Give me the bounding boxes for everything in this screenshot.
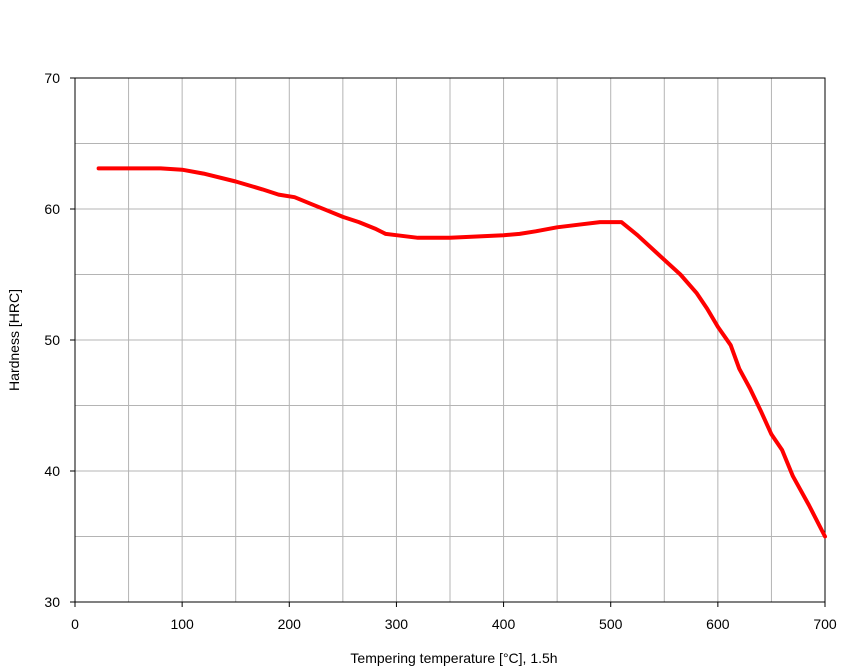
- x-tick-label: 400: [492, 616, 516, 632]
- x-tick-label: 500: [599, 616, 623, 632]
- x-tick-label: 200: [278, 616, 302, 632]
- grid-lines: [75, 78, 825, 602]
- x-tick-label: 700: [813, 616, 837, 632]
- y-tick-labels: 30 40 50 60 70: [44, 70, 60, 610]
- y-axis-title: Hardness [HRC]: [6, 289, 22, 391]
- x-tick-label: 0: [71, 616, 79, 632]
- x-tick-labels: 0 100 200 300 400 500 600 700: [71, 616, 837, 632]
- x-tick-label: 100: [170, 616, 194, 632]
- y-tick-label: 70: [44, 70, 60, 86]
- series-group: [96, 166, 827, 539]
- y-tick-label: 60: [44, 201, 60, 217]
- x-axis-title: Tempering temperature [°C], 1.5h: [350, 650, 557, 666]
- series-line-hardness: [96, 166, 827, 539]
- y-tick-label: 40: [44, 463, 60, 479]
- tick-marks: [70, 77, 826, 607]
- y-tick-label: 30: [44, 594, 60, 610]
- y-tick-label: 50: [44, 332, 60, 348]
- x-tick-label: 300: [385, 616, 409, 632]
- x-tick-label: 600: [706, 616, 730, 632]
